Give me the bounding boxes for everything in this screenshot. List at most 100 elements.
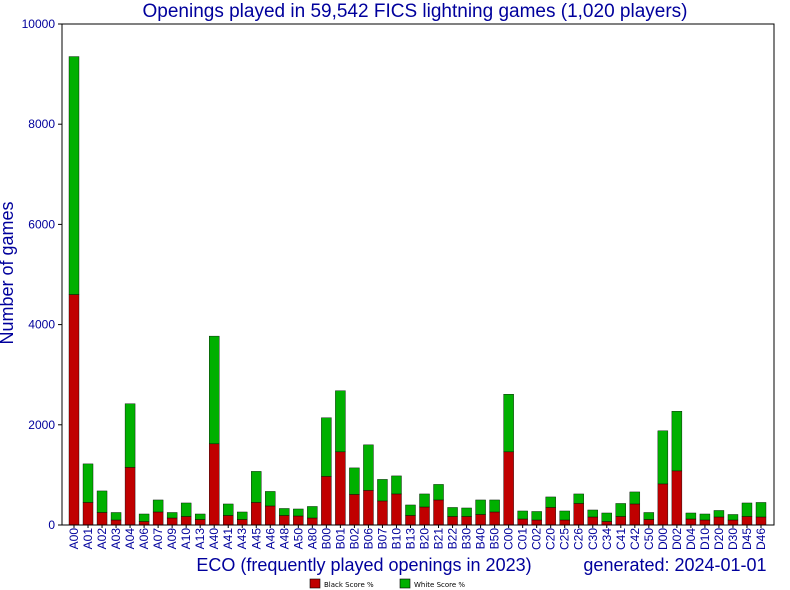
x-tick-label: A46 [263,528,277,550]
bar-black-score [307,517,318,526]
x-tick-label: C26 [572,528,586,550]
legend: Black Score % White Score % [309,578,465,589]
bar-white-score [152,499,164,513]
legend-label-black-score: Black Score % [324,581,374,589]
bar-white-score [138,513,150,522]
x-tick-label: D20 [712,528,726,550]
bar-white-score [699,513,711,521]
y-tick-label: 4000 [28,318,55,332]
x-tick-label: B22 [446,528,460,550]
x-tick-label: D04 [684,528,698,550]
bar-white-score [166,512,178,519]
bar-black-score [657,483,669,526]
y-tick-label: 8000 [28,117,55,131]
bar-white-score [559,510,570,521]
bar-black-score [629,503,641,526]
bar-white-score [223,503,234,516]
bar-white-score [643,512,655,520]
x-tick-label: B10 [389,528,403,550]
x-tick-label: C25 [558,528,572,550]
bar-white-score [531,511,542,521]
bar-black-score [727,519,739,526]
bar-white-score [307,506,318,519]
bar-black-score [124,467,136,526]
y-tick-label: 0 [48,518,55,532]
bar-black-score [349,494,360,526]
bar-white-score [208,335,220,445]
bar-black-score [138,521,150,526]
bar-white-score [615,503,626,517]
x-tick-label: A04 [123,528,137,550]
x-tick-label: A02 [95,528,109,550]
bar-black-score [475,514,486,526]
x-tick-label: B30 [460,528,474,550]
bar-white-score [629,491,641,505]
plot-frame [61,23,775,526]
bar-white-score [741,502,753,517]
bar-white-score [685,512,697,520]
bar-black-score [279,515,290,526]
bar-white-score [587,509,598,518]
x-tick-label: B50 [488,528,502,550]
bar-black-score [447,516,458,526]
x-tick-label: D46 [754,528,768,550]
x-tick-label: B02 [347,528,361,550]
bar-black-score [489,511,500,526]
x-axis-label: ECO (frequently played openings in 2023) [196,555,531,575]
bar-white-score [545,496,556,508]
bar-black-score [68,294,80,526]
bar-black-score [208,443,220,526]
x-tick-label: C42 [628,528,642,550]
x-tick-label: A80 [305,528,319,550]
bar-white-score [671,411,683,472]
bar-white-score [657,430,669,485]
bar-white-score [279,508,290,516]
bar-black-score [587,516,598,526]
bar-white-score [96,490,108,513]
x-tick-label: B01 [333,528,347,550]
bar-black-score [363,490,374,526]
x-tick-label: B40 [474,528,488,550]
x-tick-label: C50 [642,528,656,550]
bar-white-score [335,390,346,453]
bar-white-score [124,403,136,468]
legend-swatch-black-score [309,578,321,589]
bar-white-score [180,502,192,517]
bar-black-score [335,451,346,526]
bar-black-score [517,518,528,526]
bar-black-score [433,499,444,526]
x-tick-label: B06 [361,528,375,550]
bar-white-score [573,493,584,504]
bar-black-score [699,519,711,526]
bar-black-score [615,516,626,526]
x-tick-label: A00 [67,528,81,550]
bar-black-score [251,502,262,526]
bar-black-score [713,516,725,526]
bar-white-score [755,502,767,518]
bar-black-score [461,516,472,526]
bar-white-score [377,479,388,502]
bar-black-score [419,506,430,526]
bar-white-score [447,507,458,517]
bar-black-score [152,511,164,526]
chart-title: Openings played in 59,542 FICS lightning… [143,1,688,22]
bar-black-score [194,519,206,526]
bar-white-score [68,56,80,295]
bar-white-score [237,511,248,520]
bar-white-score [405,504,416,516]
bar-black-score [237,519,248,526]
x-tick-label: C41 [614,528,628,550]
bar-black-score [531,519,542,526]
y-axis-label: Number of games [0,201,17,344]
x-tick-label: D10 [698,528,712,550]
bar-white-score [251,471,262,503]
x-tick-label: A45 [249,528,263,550]
bar-black-score [377,500,388,526]
x-tick-label: C02 [530,528,544,550]
bar-white-score [321,417,332,477]
bar-white-score [82,463,94,503]
bar-black-score [391,493,402,526]
legend-swatch-white-score [399,578,411,589]
y-tick-label: 10000 [22,17,56,31]
bar-white-score [293,508,304,517]
